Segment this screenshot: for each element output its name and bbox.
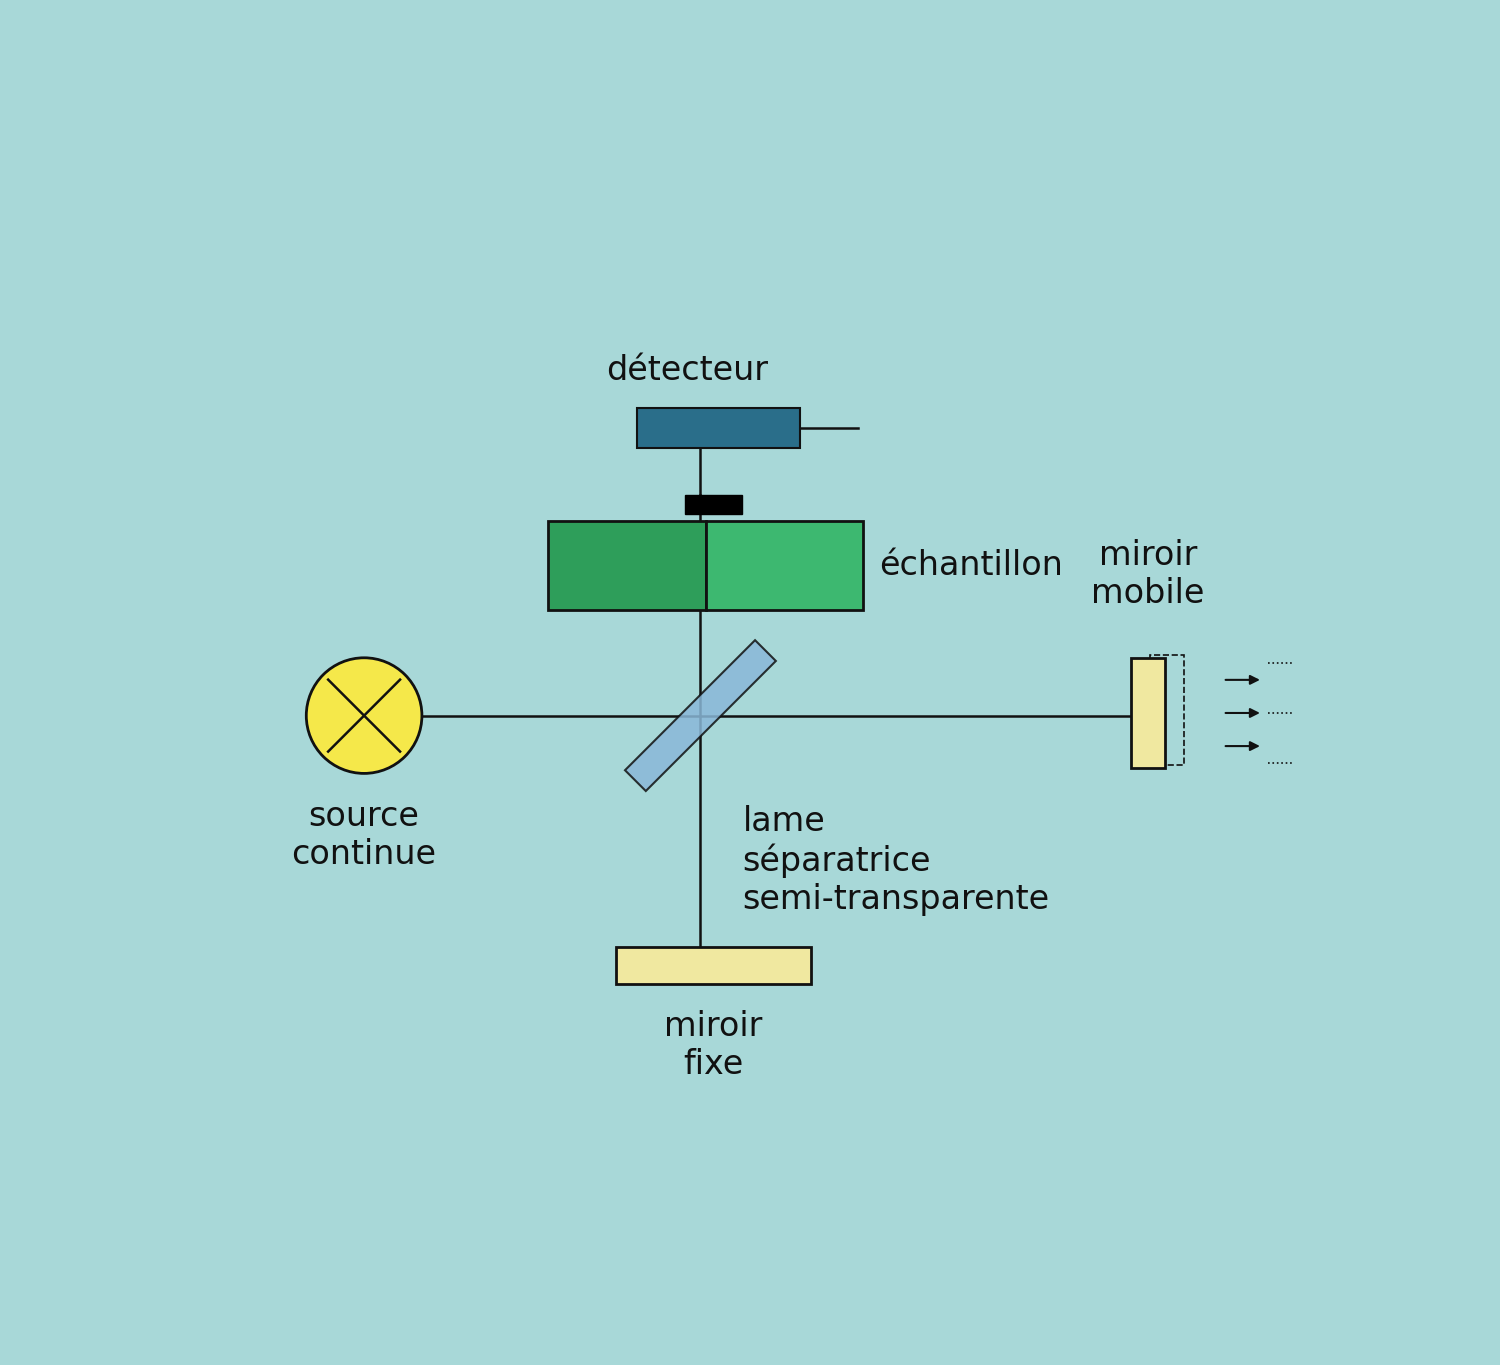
Bar <box>638 408 801 448</box>
Bar <box>1150 655 1184 764</box>
Bar <box>684 495 742 513</box>
Circle shape <box>306 658 422 774</box>
Text: miroir
fixe: miroir fixe <box>664 1010 764 1081</box>
Text: miroir
mobile: miroir mobile <box>1092 539 1204 610</box>
Text: échantillon: échantillon <box>879 549 1064 583</box>
Bar <box>548 521 705 610</box>
Text: détecteur: détecteur <box>606 354 768 386</box>
Polygon shape <box>626 640 776 792</box>
Bar <box>1131 658 1166 768</box>
Text: source
continue: source continue <box>291 800 436 871</box>
Bar <box>705 521 864 610</box>
Text: lame
séparatrice
semi-transparente: lame séparatrice semi-transparente <box>742 805 1050 916</box>
Bar <box>616 947 812 984</box>
